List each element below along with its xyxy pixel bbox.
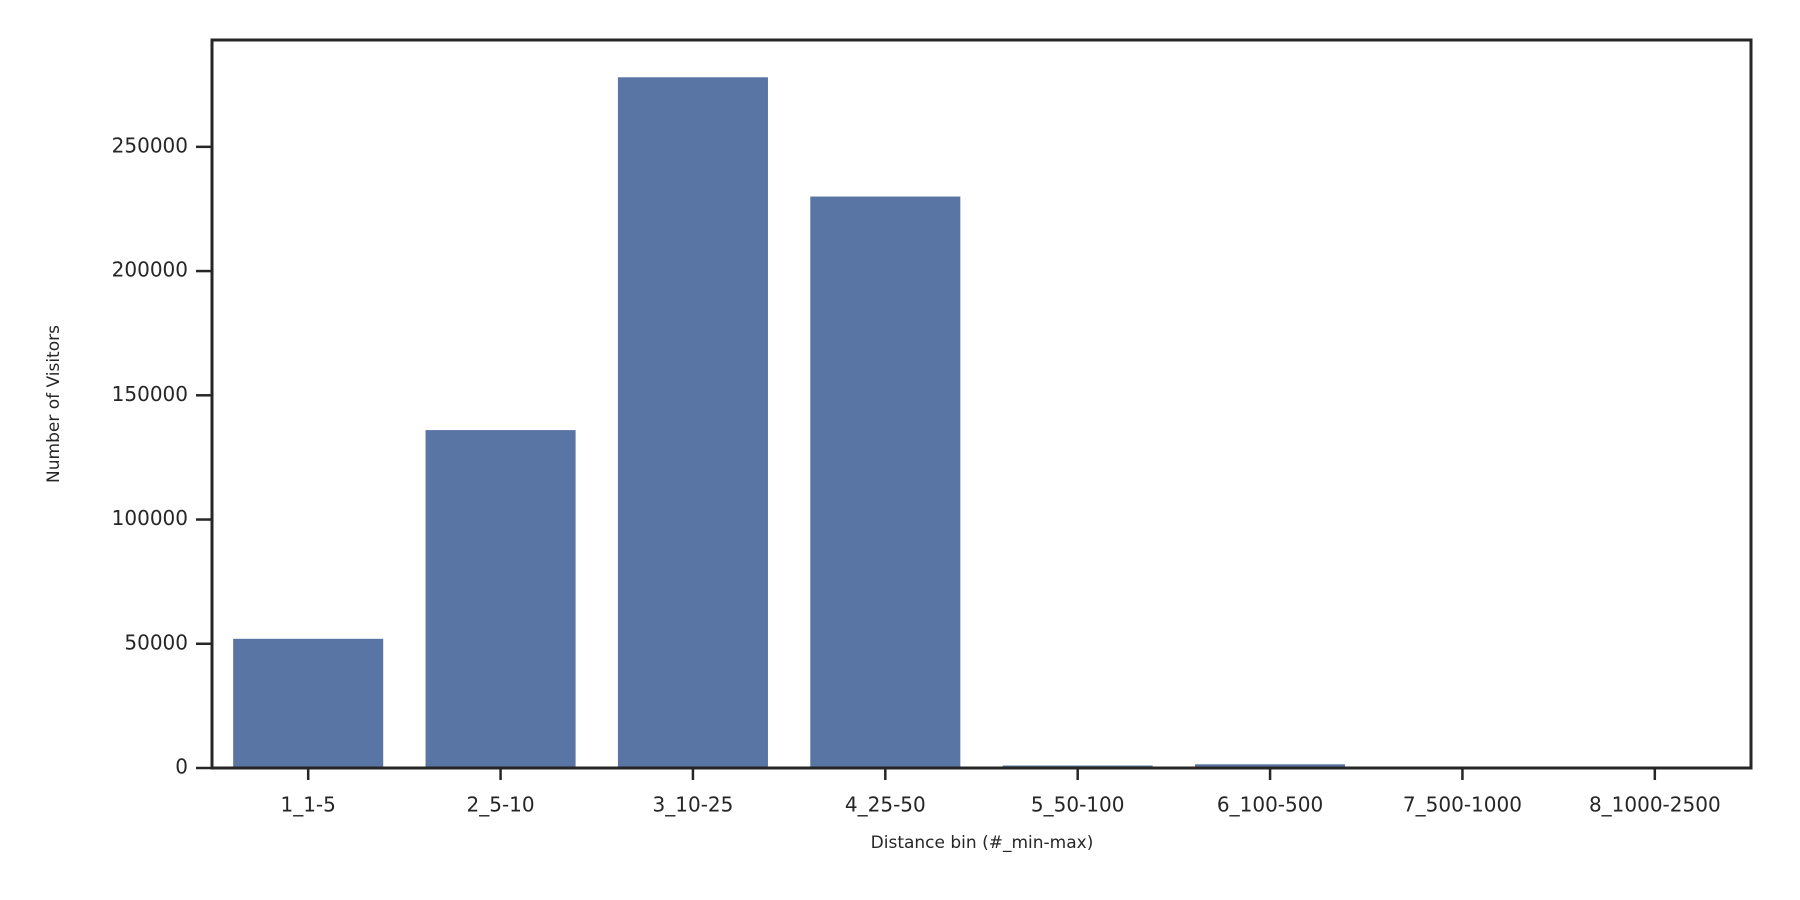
x-axis-label: Distance bin (#_min-max): [871, 833, 1094, 853]
x-tick-label: 8_1000-2500: [1589, 793, 1721, 817]
bar: [233, 638, 384, 768]
x-tick-label: 4_25-50: [845, 793, 926, 817]
x-tick-label: 6_100-500: [1217, 793, 1323, 817]
bar: [810, 196, 961, 769]
y-tick-label: 100000: [112, 506, 188, 530]
y-tick-label: 0: [175, 755, 188, 779]
plot-frame: [210, 38, 1753, 770]
bar: [617, 77, 768, 768]
y-tick-label: 250000: [112, 133, 188, 157]
x-tick-label: 5_50-100: [1031, 793, 1125, 817]
x-tick-label: 7_500-1000: [1403, 793, 1522, 817]
x-tick-label: 1_1-5: [280, 793, 335, 817]
x-tick-label: 3_10-25: [653, 793, 734, 817]
y-tick-label: 50000: [124, 630, 188, 654]
bar: [1195, 764, 1346, 768]
bar: [425, 430, 576, 768]
y-axis-label: Number of Visitors: [44, 325, 64, 483]
x-tick-label: 2_5-10: [467, 793, 535, 817]
y-tick-label: 200000: [112, 258, 188, 282]
y-tick-label: 150000: [112, 382, 188, 406]
